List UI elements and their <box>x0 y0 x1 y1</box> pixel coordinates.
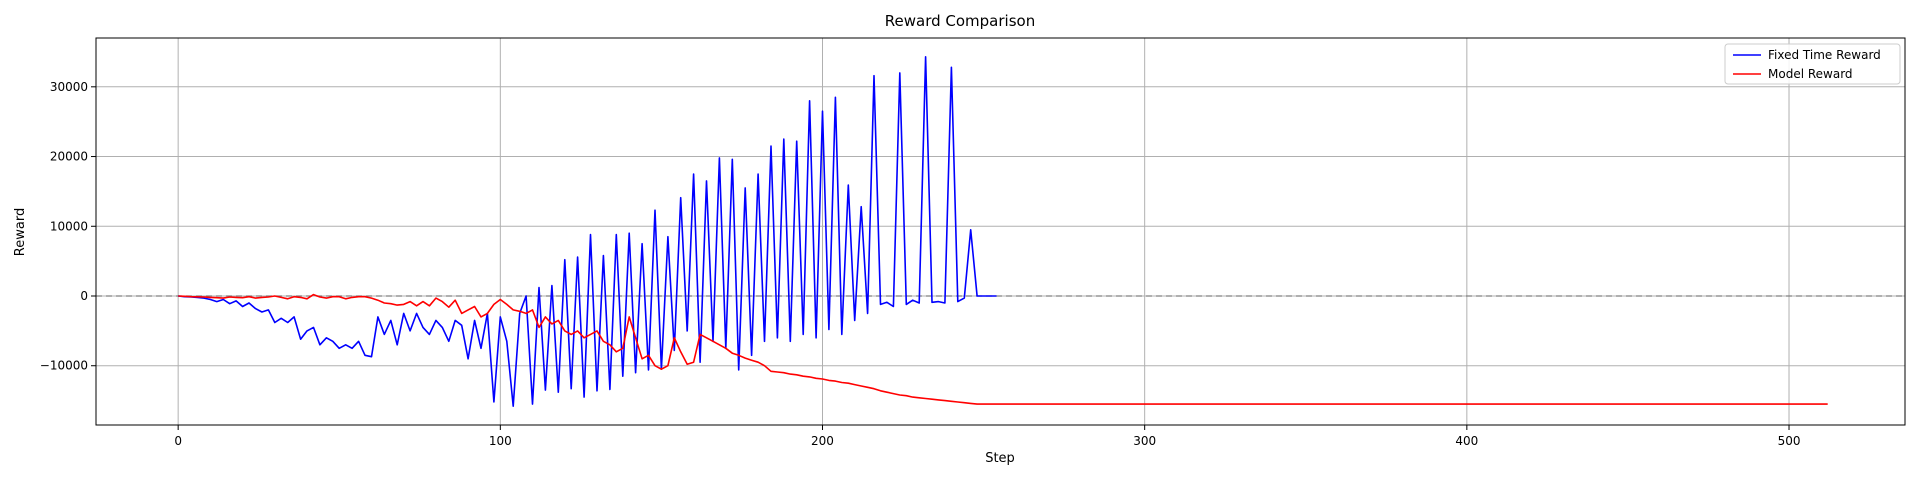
x-tick-label: 100 <box>489 434 512 448</box>
y-tick-label: 20000 <box>50 150 88 164</box>
y-tick-label: 0 <box>80 289 88 303</box>
x-tick-label: 500 <box>1778 434 1801 448</box>
x-tick-label: 0 <box>174 434 182 448</box>
legend-label: Model Reward <box>1768 67 1853 81</box>
series-layer <box>178 56 1828 407</box>
x-tick-label: 300 <box>1133 434 1156 448</box>
y-axis-title: Reward <box>13 208 28 256</box>
plot-frame <box>95 37 1906 426</box>
y-tick-label: 10000 <box>50 219 88 233</box>
x-tick-label: 200 <box>811 434 834 448</box>
series-line-model-reward <box>178 293 1828 405</box>
grid-layer <box>96 38 1905 425</box>
tick-layer: 0 100 200 300 400 500 −10000 0 10000 20000 30000 <box>40 80 1801 448</box>
chart-title: Reward Comparison <box>885 12 1035 30</box>
legend-label: Fixed Time Reward <box>1768 48 1881 62</box>
legend: Fixed Time Reward Model Reward <box>1724 43 1901 85</box>
y-tick-label: −10000 <box>40 359 88 373</box>
legend-box <box>1724 43 1901 85</box>
x-axis-title: Step <box>985 451 1015 466</box>
series-line-fixed-time-reward <box>178 56 997 407</box>
y-tick-label: 30000 <box>50 80 88 94</box>
x-tick-label: 400 <box>1455 434 1478 448</box>
